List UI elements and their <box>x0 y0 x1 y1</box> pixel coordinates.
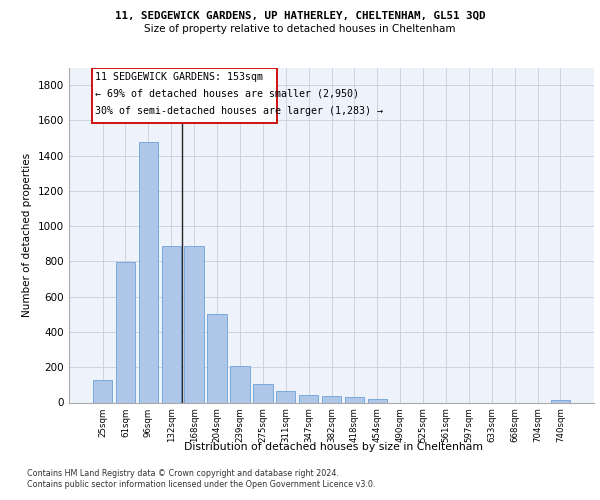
Text: 11, SEDGEWICK GARDENS, UP HATHERLEY, CHELTENHAM, GL51 3QD: 11, SEDGEWICK GARDENS, UP HATHERLEY, CHE… <box>115 11 485 21</box>
Bar <box>230 366 250 402</box>
Bar <box>299 396 319 402</box>
Text: 30% of semi-detached houses are larger (1,283) →: 30% of semi-detached houses are larger (… <box>95 106 383 116</box>
Bar <box>93 380 112 402</box>
Bar <box>184 246 204 402</box>
Text: Size of property relative to detached houses in Cheltenham: Size of property relative to detached ho… <box>144 24 456 34</box>
Bar <box>116 262 135 402</box>
Bar <box>344 397 364 402</box>
Bar <box>253 384 272 402</box>
FancyBboxPatch shape <box>92 68 277 123</box>
Bar <box>276 391 295 402</box>
Bar <box>139 142 158 402</box>
Text: ← 69% of detached houses are smaller (2,950): ← 69% of detached houses are smaller (2,… <box>95 88 359 99</box>
Bar <box>368 399 387 402</box>
Bar <box>208 314 227 402</box>
Text: Contains HM Land Registry data © Crown copyright and database right 2024.: Contains HM Land Registry data © Crown c… <box>27 469 339 478</box>
Bar <box>161 246 181 402</box>
Text: Contains public sector information licensed under the Open Government Licence v3: Contains public sector information licen… <box>27 480 376 489</box>
Bar <box>551 400 570 402</box>
Y-axis label: Number of detached properties: Number of detached properties <box>22 153 32 317</box>
Bar <box>322 396 341 402</box>
Text: 11 SEDGEWICK GARDENS: 153sqm: 11 SEDGEWICK GARDENS: 153sqm <box>95 72 263 82</box>
Text: Distribution of detached houses by size in Cheltenham: Distribution of detached houses by size … <box>184 442 482 452</box>
